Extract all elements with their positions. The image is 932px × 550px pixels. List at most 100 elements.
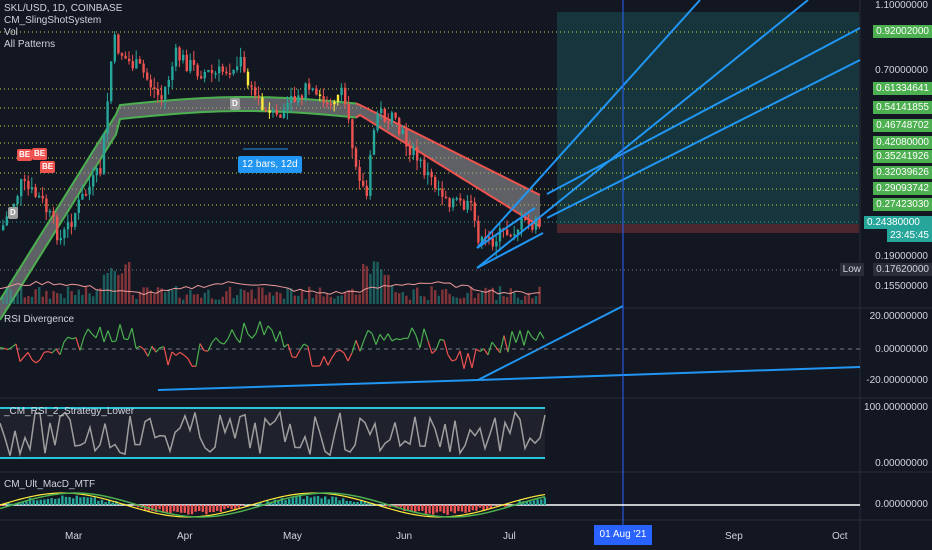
volume-bar <box>264 295 268 304</box>
rsi2-strategy-title[interactable]: _CM_RSI_2_Strategy_Lower <box>4 406 135 417</box>
macd-histogram-bar <box>518 500 521 505</box>
macd-histogram-bar <box>0 505 3 506</box>
rsi-divergence-line <box>195 343 201 367</box>
rsi-divergence-line <box>471 348 477 369</box>
indicator-volume[interactable]: Vol <box>4 27 18 38</box>
volume-bar <box>246 292 250 304</box>
volume-bar <box>156 287 160 304</box>
candle-body <box>275 109 278 115</box>
candle-body <box>95 168 98 176</box>
candle-body <box>117 34 120 54</box>
chart-legend[interactable]: SKL/USD, 1D, COINBASE CM_SlingShotSystem… <box>4 3 122 51</box>
volume-bar <box>441 289 444 304</box>
rsi-divergence-line <box>459 350 465 369</box>
candle-body <box>344 87 347 104</box>
rsi-divergence-line <box>387 333 393 342</box>
rsi-divergence-title[interactable]: RSI Divergence <box>4 314 75 325</box>
trendline <box>476 0 809 269</box>
trendline <box>157 379 479 391</box>
rsi-axis-tick: -20.00000000 <box>866 375 928 386</box>
volume-bar <box>52 290 55 304</box>
macd-histogram-bar <box>241 505 244 506</box>
candle-body <box>38 195 41 198</box>
candle-body <box>293 96 296 103</box>
macd-histogram-bar <box>158 505 161 510</box>
volume-bar <box>106 272 109 304</box>
volume-bar <box>164 292 167 304</box>
rsi-divergence-line <box>231 329 237 339</box>
candle-body <box>408 146 412 156</box>
macd-histogram-bar <box>381 504 384 505</box>
candle-body <box>228 73 232 75</box>
rsi-divergence-line <box>295 349 301 358</box>
macd-histogram-bar <box>86 497 89 505</box>
rsi-divergence-line <box>539 331 545 339</box>
rsi-divergence-line <box>519 330 525 346</box>
symbol-title[interactable]: SKL/USD, 1D, COINBASE <box>4 3 123 14</box>
macd-histogram-bar <box>39 499 42 505</box>
indicator-patterns[interactable]: All Patterns <box>4 39 56 50</box>
macd-histogram-bar <box>331 496 334 505</box>
volume-bar <box>153 294 156 304</box>
volume-bar <box>45 290 48 304</box>
rsi-divergence-line <box>303 343 309 348</box>
candle-body <box>318 94 322 97</box>
macd-histogram-bar <box>421 505 424 511</box>
volume-bar <box>491 287 494 304</box>
candle-body <box>189 59 192 72</box>
rsi-divergence-line <box>83 328 89 338</box>
macd-histogram-bar <box>54 498 57 505</box>
candle-body <box>196 64 199 77</box>
rsi-divergence-line <box>139 345 145 351</box>
macd-histogram-bar <box>75 495 78 505</box>
volume-bar <box>12 296 16 304</box>
macd-histogram-bar <box>64 496 68 505</box>
rsi-divergence-line <box>263 325 269 336</box>
macd-histogram-bar <box>194 505 197 512</box>
macd-histogram-bar <box>356 501 359 505</box>
macd-histogram-bar <box>90 497 93 505</box>
pattern-badge[interactable]: D <box>8 207 18 219</box>
pattern-badge[interactable]: BE <box>40 161 56 173</box>
macd-histogram-bar <box>396 505 399 508</box>
macd-histogram-bar <box>176 505 179 512</box>
volume-bar <box>516 297 520 304</box>
volume-bar <box>41 296 44 304</box>
indicator-slingshot[interactable]: CM_SlingShotSystem <box>4 15 102 26</box>
volume-bar <box>81 294 84 304</box>
volume-bar <box>128 261 131 304</box>
candle-body <box>99 168 102 175</box>
rsi-divergence-line <box>103 330 109 343</box>
rsi-divergence-line <box>59 341 65 355</box>
macd-histogram-bar <box>162 505 165 513</box>
volume-bar <box>394 292 397 304</box>
rsi-divergence-line <box>287 344 293 357</box>
pattern-badge[interactable]: BE <box>32 148 48 160</box>
rsi-divergence-line <box>119 324 125 339</box>
date-range-label[interactable]: 12 bars, 12d <box>238 156 302 173</box>
rsi-divergence-line <box>375 334 381 345</box>
price-axis-tick: 1.10000000 <box>875 0 928 11</box>
volume-bar <box>538 286 541 304</box>
candle-body <box>171 66 174 80</box>
macd-title[interactable]: CM_Ult_MacD_MTF <box>4 479 96 490</box>
rsi-divergence-line <box>391 338 397 342</box>
price-axis-tick: 0.70000000 <box>875 65 928 76</box>
volume-bar <box>34 289 37 304</box>
macd-histogram-bar <box>475 505 478 511</box>
rsi-divergence-line <box>423 328 429 341</box>
volume-bar <box>142 287 145 304</box>
candle-body <box>81 194 84 200</box>
rsi-divergence-line <box>279 331 285 348</box>
pattern-badge[interactable]: BE <box>17 149 33 161</box>
candle-body <box>380 108 383 114</box>
rsi-divergence-line <box>499 335 505 353</box>
candle-body <box>135 59 138 69</box>
pattern-badge[interactable]: D <box>230 98 240 110</box>
volume-bar <box>243 290 246 304</box>
macd-histogram-bar <box>7 502 10 505</box>
volume-bar <box>372 261 376 304</box>
candle-body <box>185 54 188 72</box>
candle-body <box>88 186 91 195</box>
